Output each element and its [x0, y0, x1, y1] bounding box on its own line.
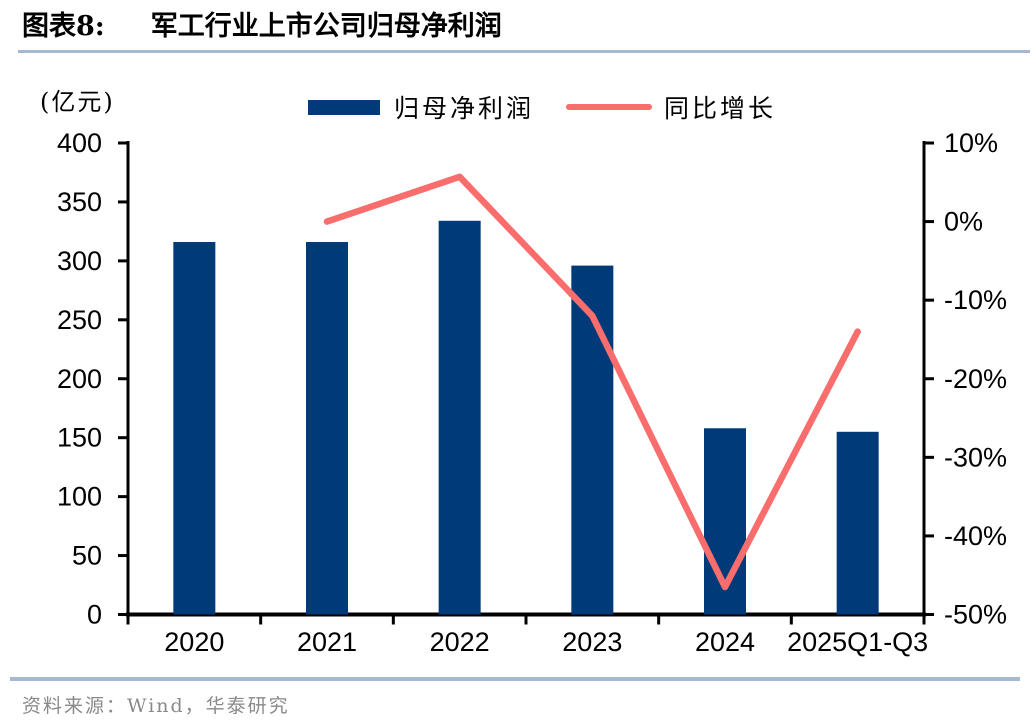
right-axis-tick-label: 0%: [944, 207, 983, 237]
left-axis-tick-label: 0: [87, 600, 102, 630]
right-axis-tick-label: -10%: [944, 285, 1007, 315]
source-note: 资料来源：Wind，华泰研究: [22, 695, 290, 717]
figure-title: 军工行业上市公司归母净利润: [150, 11, 502, 42]
footer-divider: [10, 677, 1020, 681]
right-axis-tick-label: -20%: [944, 364, 1007, 394]
figure-header: 图表8: 军工行业上市公司归母净利润: [22, 10, 502, 43]
figure-number-label: 图表8:: [22, 11, 105, 42]
right-axis-tick-label: -50%: [944, 600, 1007, 630]
chart-legend: 归母净利润 同比增长: [308, 93, 776, 123]
x-axis-category-label: 2025Q1-Q3: [787, 627, 928, 657]
right-axis-tick-label: -30%: [944, 442, 1007, 472]
left-axis-tick-label: 250: [57, 305, 102, 335]
x-axis-category-label: 2021: [297, 627, 357, 657]
bar-series-swatch: [308, 99, 380, 115]
left-axis-tick-label: 100: [57, 482, 102, 512]
right-axis-tick-label: -40%: [944, 521, 1007, 551]
x-axis-category-label: 2024: [695, 627, 755, 657]
bar-series-legend-label: 归母净利润: [394, 94, 535, 123]
left-axis-tick-label: 150: [57, 423, 102, 453]
x-axis-category-label: 2020: [164, 627, 224, 657]
left-axis-tick-label: 350: [57, 187, 102, 217]
bar-2021: [306, 242, 348, 615]
yoy-growth-line: [323, 173, 861, 591]
line-series-legend-label: 同比增长: [664, 94, 777, 123]
x-axis-category-label: 2022: [430, 627, 490, 657]
title-divider: [18, 50, 1030, 53]
left-axis-tick-label: 300: [57, 246, 102, 276]
bar-2025Q1-Q3: [836, 431, 879, 615]
x-axis-category-label: 2023: [562, 627, 622, 657]
bar-2023: [571, 265, 614, 615]
left-axis-tick-label: 50: [72, 541, 102, 571]
left-axis-tick-label: 400: [57, 128, 102, 158]
left-axis-tick-label: 200: [57, 364, 102, 394]
left-axis-unit-label: (亿元): [40, 88, 115, 116]
bar-2022: [438, 220, 481, 615]
right-axis-tick-label: 10%: [944, 128, 998, 158]
bar-2020: [173, 242, 216, 615]
line-series-swatch: [566, 104, 653, 110]
